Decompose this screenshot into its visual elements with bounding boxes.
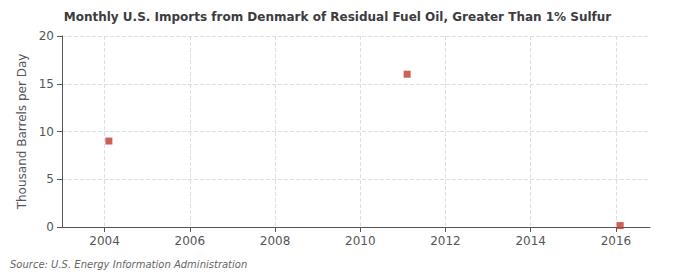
svg-text:Source: U.S. Energy Informatio: Source: U.S. Energy Information Administ… [10, 259, 247, 270]
svg-text:2016: 2016 [601, 234, 632, 248]
svg-text:2014: 2014 [515, 234, 546, 248]
svg-text:Thousand Barrels per Day: Thousand Barrels per Day [15, 54, 29, 211]
svg-text:20: 20 [39, 29, 54, 43]
svg-text:2008: 2008 [260, 234, 291, 248]
svg-text:2010: 2010 [345, 234, 376, 248]
svg-text:2004: 2004 [89, 234, 120, 248]
svg-text:0: 0 [46, 220, 54, 234]
svg-text:2012: 2012 [430, 234, 461, 248]
svg-text:10: 10 [39, 125, 54, 139]
svg-text:2006: 2006 [175, 234, 206, 248]
svg-text:5: 5 [46, 172, 54, 186]
svg-text:15: 15 [39, 77, 54, 91]
svg-text:Monthly U.S. Imports from Denm: Monthly U.S. Imports from Denmark of Res… [64, 10, 612, 24]
